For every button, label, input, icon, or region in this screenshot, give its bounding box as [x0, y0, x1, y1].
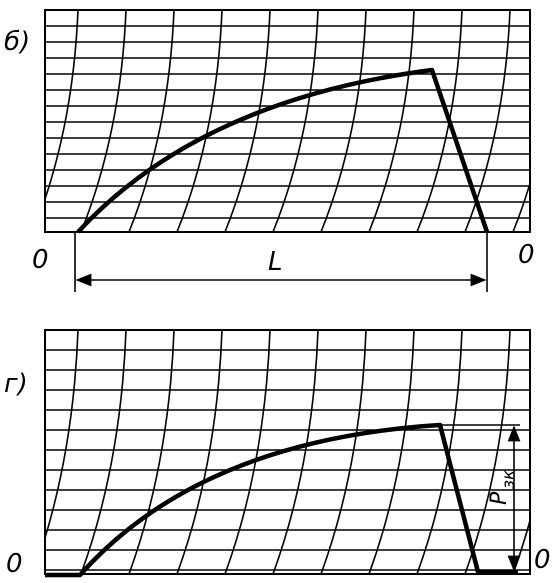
frame-b [44, 9, 531, 233]
grid-line [416, 10, 463, 232]
frame-g [44, 329, 531, 575]
curve-b [76, 67, 490, 234]
grid-line [128, 330, 175, 574]
curve-g [45, 422, 518, 578]
grid-line [464, 10, 511, 232]
grid-line [45, 10, 79, 202]
force-label: P зк [487, 469, 519, 505]
grid-line [0, 330, 30, 574]
grid-line [368, 10, 415, 232]
grid-line [368, 330, 415, 574]
grid-line [80, 330, 127, 574]
grid-line [320, 330, 367, 574]
grid-b [45, 10, 530, 232]
force-symbol: P [487, 491, 512, 505]
panel-label: б) [4, 27, 30, 57]
origin-right: 0 [518, 240, 535, 270]
grid-line [464, 330, 511, 574]
grid-line [272, 10, 319, 232]
force-subscript: зк [499, 469, 519, 489]
grid-line [224, 330, 271, 574]
panel-label: г) [4, 369, 28, 399]
grid-line [176, 330, 223, 574]
grid-line [272, 330, 319, 574]
grid-line [224, 10, 271, 232]
grid-line [512, 180, 530, 232]
origin-left: 0 [6, 549, 23, 579]
grid-line [128, 10, 175, 232]
grid-line [176, 10, 223, 232]
origin-right: 0 [534, 545, 551, 575]
grid-line [320, 10, 367, 232]
origin-left: 0 [32, 245, 49, 275]
grid-line [416, 330, 463, 574]
dimension-label: L [268, 247, 283, 277]
grid-line [45, 330, 79, 541]
grid-line [512, 517, 530, 574]
grid-line [80, 10, 127, 232]
